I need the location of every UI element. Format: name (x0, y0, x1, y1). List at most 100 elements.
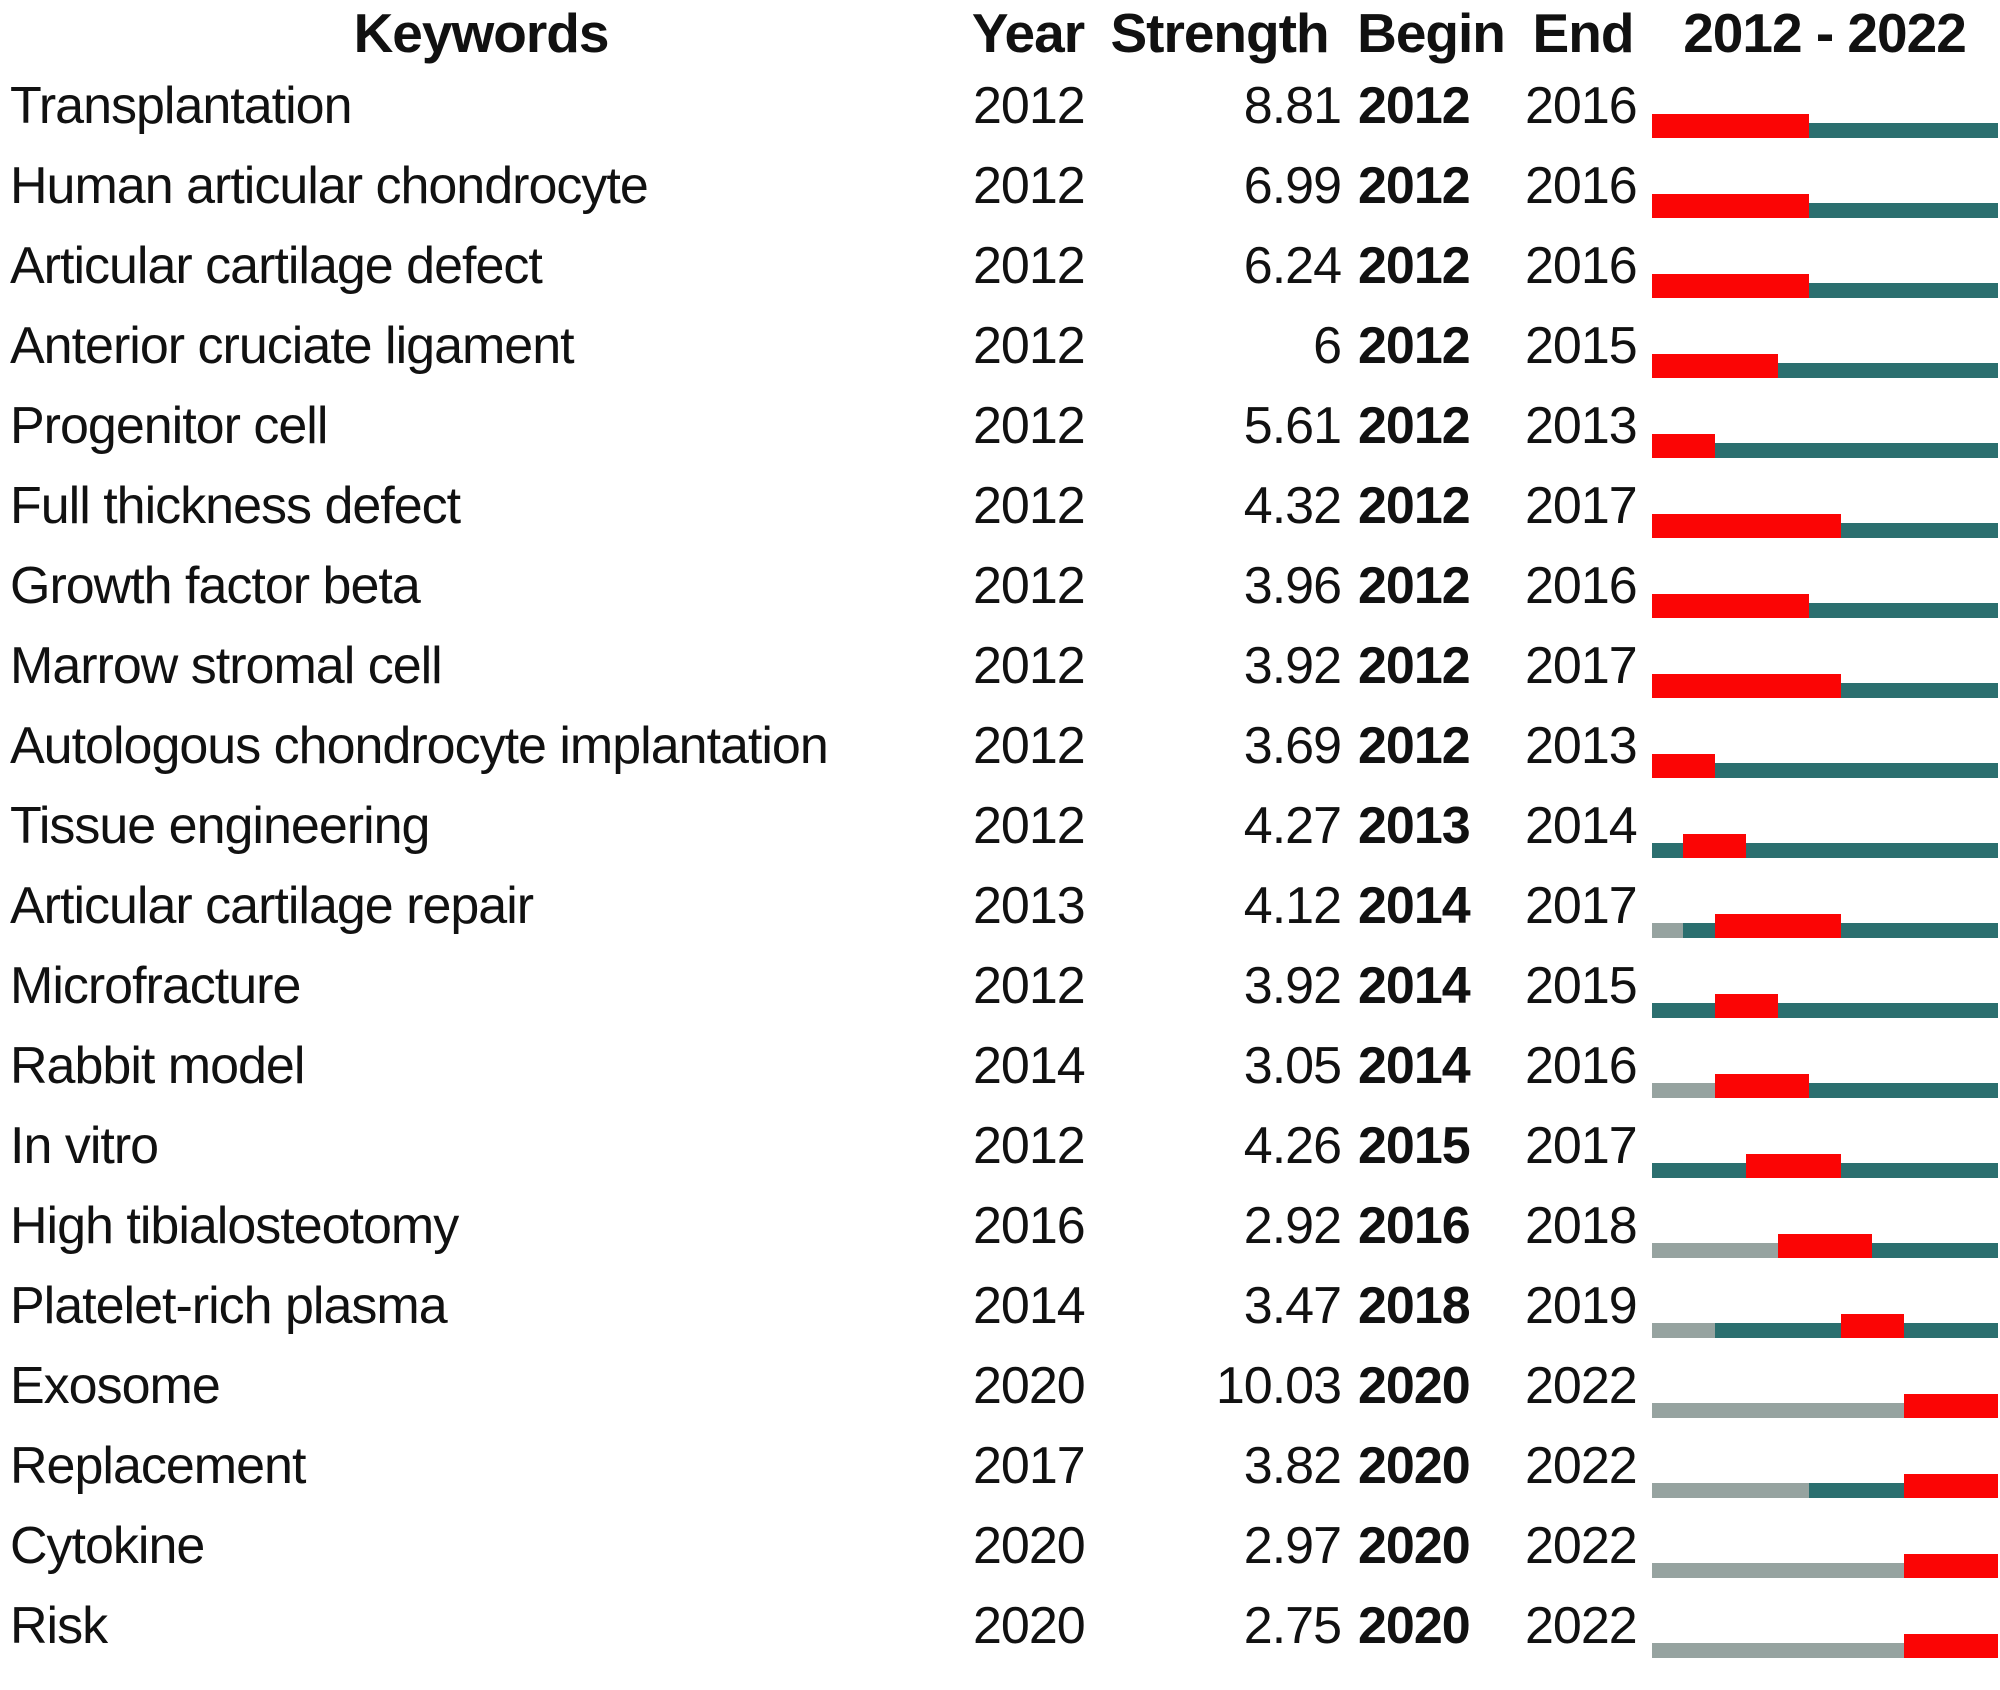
strength-value: 3.82 (1243, 1437, 1342, 1495)
timeline-bar (1652, 226, 1998, 306)
table-row: Growth factor beta 2012 3.96 2012 2016 (0, 546, 2000, 626)
begin-value: 2013 (1358, 797, 1471, 855)
timeline-bar-cell (1649, 1266, 2000, 1346)
keyword-label: Rabbit model (10, 1037, 305, 1095)
active-segment (1809, 603, 1998, 618)
inactive-segment (1652, 1563, 1904, 1578)
end-value: 2016 (1525, 557, 1638, 615)
timeline-bar (1652, 1506, 1998, 1586)
table-row: Full thickness defect 2012 4.32 2012 201… (0, 466, 2000, 546)
keyword-label: Transplantation (10, 77, 353, 135)
keyword-label: Marrow stromal cell (10, 637, 443, 695)
year-value: 2020 (973, 1597, 1086, 1655)
timeline-bar-cell (1649, 1426, 2000, 1506)
begin-value: 2018 (1358, 1277, 1471, 1335)
keyword-label: In vitro (10, 1117, 159, 1175)
timeline-bar-cell (1649, 306, 2000, 386)
strength-value: 4.32 (1243, 477, 1342, 535)
active-segment (1840, 523, 1998, 538)
keyword-label: Articular cartilage repair (10, 877, 534, 935)
burst-segment (1652, 354, 1778, 378)
keyword-label: Cytokine (10, 1517, 205, 1575)
burst-segment (1903, 1394, 1998, 1418)
active-segment (1809, 203, 1998, 218)
table-row: Exosome 2020 10.03 2020 2022 (0, 1346, 2000, 1426)
year-value: 2017 (973, 1437, 1086, 1495)
timeline-bar-cell (1649, 226, 2000, 306)
year-value: 2012 (973, 717, 1086, 775)
end-value: 2018 (1525, 1197, 1638, 1255)
strength-value: 3.47 (1243, 1277, 1342, 1335)
timeline-bar (1652, 546, 1998, 626)
table-row: Transplantation 2012 8.81 2012 2016 (0, 66, 2000, 146)
timeline-bar (1652, 386, 1998, 466)
begin-value: 2014 (1358, 877, 1471, 935)
timeline-bar (1652, 706, 1998, 786)
strength-value: 2.75 (1243, 1597, 1342, 1655)
timeline-bar (1652, 1026, 1998, 1106)
keyword-label: Risk (10, 1597, 108, 1655)
table-row: Autologous chondrocyte implantation 2012… (0, 706, 2000, 786)
strength-value: 3.96 (1243, 557, 1342, 615)
timeline-bar (1652, 1426, 1998, 1506)
table-row: High tibialosteotomy 2016 2.92 2016 2018 (0, 1186, 2000, 1266)
strength-value: 3.92 (1243, 957, 1342, 1015)
year-value: 2013 (973, 877, 1086, 935)
keyword-label: High tibialosteotomy (10, 1197, 459, 1255)
keyword-label: Growth factor beta (10, 557, 421, 615)
timeline-bar (1652, 306, 1998, 386)
keyword-label: Platelet-rich plasma (10, 1277, 448, 1335)
end-value: 2013 (1525, 717, 1638, 775)
burst-segment (1652, 274, 1810, 298)
burst-segment (1903, 1634, 1998, 1658)
year-value: 2012 (973, 957, 1086, 1015)
begin-value: 2012 (1358, 477, 1471, 535)
end-value: 2013 (1525, 397, 1638, 455)
strength-value: 3.92 (1243, 637, 1342, 695)
end-value: 2015 (1525, 957, 1638, 1015)
burst-segment (1652, 434, 1715, 458)
burst-segment (1714, 1074, 1810, 1098)
timeline-bar-cell (1649, 146, 2000, 226)
table-row: Human articular chondrocyte 2012 6.99 20… (0, 146, 2000, 226)
begin-value: 2012 (1358, 237, 1471, 295)
header-keywords: Keywords (353, 2, 610, 64)
burst-segment (1746, 1154, 1841, 1178)
timeline-bar-cell (1649, 1586, 2000, 1666)
active-segment (1652, 1003, 1715, 1018)
table-row: Replacement 2017 3.82 2020 2022 (0, 1426, 2000, 1506)
end-value: 2016 (1525, 157, 1638, 215)
active-segment (1652, 1163, 1747, 1178)
end-value: 2016 (1525, 237, 1638, 295)
year-value: 2012 (973, 397, 1086, 455)
begin-value: 2012 (1358, 717, 1471, 775)
timeline-bar (1652, 1186, 1998, 1266)
timeline-bar (1652, 866, 1998, 946)
keyword-label: Anterior cruciate ligament (10, 317, 575, 375)
timeline-bar (1652, 466, 1998, 546)
strength-value: 3.69 (1243, 717, 1342, 775)
strength-value: 4.12 (1243, 877, 1342, 935)
begin-value: 2012 (1358, 637, 1471, 695)
keyword-label: Articular cartilage defect (10, 237, 543, 295)
active-segment (1809, 1083, 1998, 1098)
year-value: 2014 (973, 1037, 1086, 1095)
burst-segment (1714, 994, 1778, 1018)
burst-segment (1652, 674, 1841, 698)
end-value: 2022 (1525, 1597, 1638, 1655)
table-row: Marrow stromal cell 2012 3.92 2012 2017 (0, 626, 2000, 706)
burst-segment (1652, 194, 1810, 218)
timeline-bar-cell (1649, 1026, 2000, 1106)
burst-segment (1683, 834, 1747, 858)
active-segment (1777, 1003, 1998, 1018)
year-value: 2012 (973, 637, 1086, 695)
active-segment (1840, 683, 1998, 698)
timeline-bar-cell (1649, 1506, 2000, 1586)
active-segment (1683, 923, 1715, 938)
inactive-segment (1652, 1403, 1904, 1418)
year-value: 2012 (973, 157, 1086, 215)
strength-value: 3.05 (1243, 1037, 1342, 1095)
timeline-bar-cell (1649, 706, 2000, 786)
burst-segment (1652, 114, 1810, 138)
